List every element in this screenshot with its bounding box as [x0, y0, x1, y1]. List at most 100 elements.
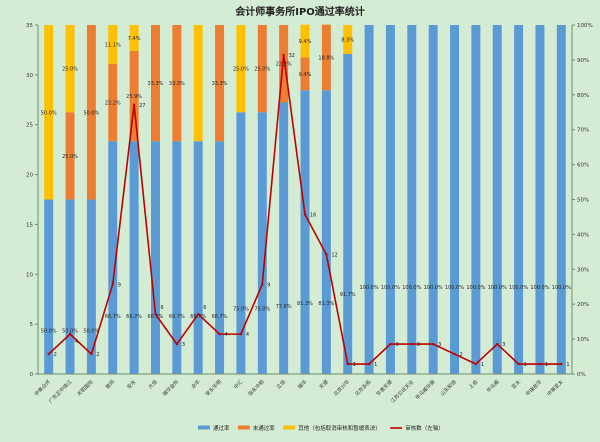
data-label: 50.0%: [83, 328, 99, 334]
x-tick-label: 广东正中珠江: [47, 378, 73, 404]
legend-label: 其他（包括取消审核和暂缓表决）: [298, 424, 381, 432]
line-point: [197, 312, 200, 316]
x-tick-label: 瑞华会所: [161, 378, 180, 397]
bar-pass: [535, 25, 545, 374]
y-left-tick-label: 15: [26, 222, 33, 228]
data-label: 9.4%: [299, 72, 312, 78]
x-tick-label: 天职国际: [76, 378, 95, 397]
line-data-label: 3: [417, 342, 420, 348]
bars-layer: [44, 24, 566, 374]
bar-pass: [321, 90, 331, 374]
line-point: [410, 342, 413, 346]
bar-fail: [257, 25, 267, 113]
y-right-tick-label: 80%: [577, 93, 589, 99]
data-label: 50.0%: [62, 328, 78, 334]
bar-other: [129, 25, 139, 51]
x-tick-label: 北京兴华: [332, 378, 351, 397]
bar-pass: [236, 112, 246, 374]
data-label: 66.7%: [212, 314, 228, 320]
bar-pass: [471, 25, 481, 374]
legend-label: 通过率: [213, 424, 230, 432]
legend-swatch: [198, 425, 210, 430]
line-point: [154, 312, 157, 316]
data-label: 9.4%: [299, 39, 312, 45]
line-point: [389, 342, 392, 346]
bar-pass: [150, 141, 160, 374]
line-data-label: 3: [182, 342, 185, 348]
line-point: [474, 362, 478, 366]
bar-pass: [279, 102, 289, 374]
bar-pass: [407, 25, 417, 374]
data-label: 91.7%: [340, 292, 356, 298]
line-data-label: 2: [96, 352, 99, 358]
bar-pass: [300, 90, 310, 374]
chart-title: 会计师事务所IPO通过率统计: [235, 5, 365, 18]
line-data-label: 2: [54, 352, 57, 358]
y-right-tick-label: 30%: [577, 267, 589, 273]
x-tick-label: 中瑞岳华: [524, 378, 543, 397]
x-tick-label: 毕马威华振: [414, 378, 437, 401]
bar-pass: [108, 141, 118, 374]
bar-pass: [492, 25, 502, 374]
line-data-label: 3: [502, 342, 505, 348]
data-label: 81.3%: [318, 301, 334, 307]
bar-pass: [385, 25, 395, 374]
data-label: 25.0%: [62, 154, 78, 160]
data-label: 100.0%: [509, 285, 528, 291]
line-point: [346, 362, 349, 366]
line-data-label: 32: [289, 53, 295, 59]
line-data-label: 12: [331, 252, 337, 258]
data-label: 25.9%: [126, 94, 142, 100]
y-right-tick-label: 50%: [577, 198, 589, 204]
x-tick-label: 众华: [190, 378, 202, 390]
x-tick-label: 安永华明: [204, 378, 223, 397]
y-left-tick-label: 35: [26, 23, 33, 29]
y-right-tick-label: 90%: [577, 58, 589, 64]
x-tick-label: 瑞华: [296, 378, 308, 390]
bar-fail: [86, 25, 96, 200]
line-data-label: 3: [395, 342, 398, 348]
bar-pass: [44, 199, 54, 374]
data-label: 7.4%: [128, 36, 141, 42]
data-label: 22.2%: [105, 100, 121, 106]
bar-pass: [364, 25, 374, 374]
x-tick-label: 北京永拓: [353, 378, 372, 397]
labels-layer: 50.0% 50.0% 50.0% 25.0% 25.0% 50.0% 50.0% 66.7%…: [41, 36, 571, 368]
data-label: 25.0%: [233, 67, 249, 73]
data-label: 75.0%: [254, 307, 270, 313]
line-point: [132, 103, 136, 106]
y-left-tick-label: 20: [26, 173, 33, 179]
legend-label: 未通过率: [253, 424, 276, 432]
data-label: 81.3%: [297, 301, 313, 307]
x-tick-label: 中审众环: [33, 378, 52, 397]
bar-other: [65, 25, 75, 113]
line-data-label: 4: [246, 332, 249, 338]
legend-swatch: [283, 425, 296, 430]
line-point: [239, 332, 243, 336]
bar-pass: [257, 112, 267, 374]
data-label: 100.0%: [424, 285, 443, 291]
line-point: [218, 332, 221, 336]
data-label: 100.0%: [445, 285, 464, 291]
data-label: 66.7%: [105, 314, 121, 320]
y-right-tick-label: 0%: [577, 372, 586, 378]
legend-label: 审核数（左轴）: [405, 424, 444, 432]
bar-fail: [279, 25, 289, 103]
x-tick-label: 山东和信: [439, 378, 458, 397]
data-label: 66.7%: [148, 314, 164, 320]
line-data-label: 1: [481, 362, 484, 368]
line-data-label: 16: [310, 212, 316, 218]
data-label: 11.1%: [105, 42, 121, 48]
bar-fail: [300, 57, 310, 91]
bar-pass: [556, 25, 566, 374]
y-right-tick-label: 60%: [577, 163, 589, 169]
data-label: 50.0%: [83, 110, 99, 116]
x-tick-label: 中汇: [232, 378, 244, 390]
x-tick-label: 上会: [467, 378, 479, 390]
data-label: 100.0%: [466, 285, 485, 291]
bar-pass: [215, 141, 225, 374]
line-data-label: 1: [374, 362, 377, 368]
bar-other: [108, 25, 118, 64]
line-data-label: 2: [460, 352, 463, 358]
